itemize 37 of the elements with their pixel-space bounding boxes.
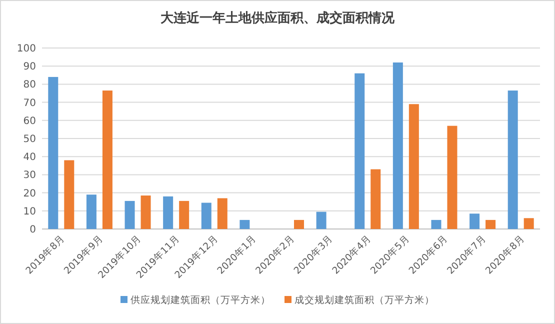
bar <box>86 194 96 229</box>
bar <box>102 90 112 229</box>
y-tick-label: 40 <box>23 152 36 164</box>
legend-label: 供应规划建筑面积（万平方米） <box>130 294 270 306</box>
bar <box>124 200 135 229</box>
y-tick-label: 20 <box>23 188 36 200</box>
bar <box>240 220 250 229</box>
bar <box>408 104 419 229</box>
bar <box>354 73 365 229</box>
bar <box>486 220 496 229</box>
bar <box>392 62 403 229</box>
y-tick-label: 50 <box>23 134 36 145</box>
bar <box>370 169 381 229</box>
bar <box>179 200 190 229</box>
bar <box>201 202 212 229</box>
bar <box>64 160 74 229</box>
bar <box>316 212 326 229</box>
bar <box>294 220 304 229</box>
legend-label: 成交规划建筑面积（万平方米） <box>294 294 434 306</box>
y-tick-label: 60 <box>23 116 36 127</box>
y-tick-label: 0 <box>30 224 36 236</box>
y-tick-label: 80 <box>23 80 36 91</box>
bar <box>140 196 151 229</box>
y-tick-label: 90 <box>23 62 36 73</box>
bar <box>447 126 458 229</box>
y-tick-label: 100 <box>16 44 36 54</box>
bar <box>508 90 518 229</box>
bar <box>431 220 442 229</box>
chart-title: 大连近一年土地供应面积、成交面积情况 <box>160 10 396 26</box>
y-tick-label: 30 <box>23 170 36 182</box>
y-tick-label: 10 <box>23 206 36 218</box>
bar <box>48 76 58 229</box>
bar <box>524 218 534 229</box>
bar <box>217 198 228 229</box>
y-tick-label: 70 <box>23 98 36 109</box>
bar <box>163 196 174 229</box>
bar <box>470 214 480 229</box>
